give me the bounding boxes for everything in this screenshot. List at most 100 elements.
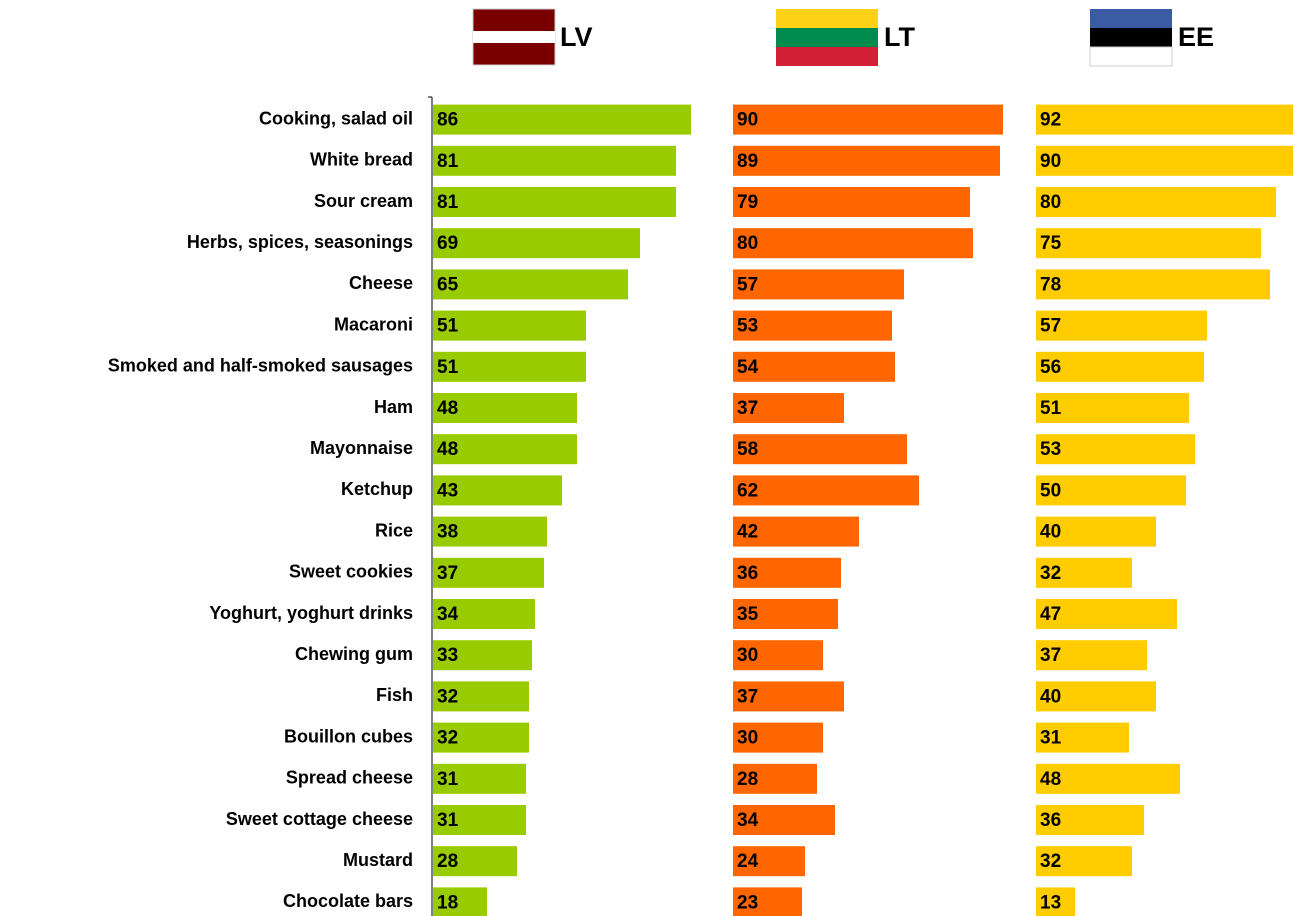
bar — [1036, 310, 1207, 341]
bar — [1036, 846, 1132, 877]
value-label: 31 — [437, 769, 459, 790]
value-label: 24 — [737, 851, 759, 872]
value-label: 53 — [737, 316, 758, 337]
value-label: 90 — [737, 110, 758, 131]
category-label: Ketchup — [341, 479, 413, 499]
category-label: White bread — [310, 150, 413, 170]
bar — [1036, 475, 1186, 506]
category-label: Yoghurt, yoghurt drinks — [209, 603, 413, 623]
value-label: 37 — [737, 686, 758, 707]
bar — [733, 228, 973, 259]
bar — [1036, 887, 1075, 916]
bar — [1036, 599, 1177, 629]
bar — [733, 722, 823, 753]
value-label: 38 — [437, 522, 458, 543]
bar — [433, 599, 535, 629]
category-label: Sour cream — [314, 191, 413, 211]
bar — [1036, 681, 1156, 712]
value-label: 65 — [437, 274, 459, 295]
bar — [433, 228, 640, 259]
bar — [1036, 393, 1189, 423]
value-label: 51 — [437, 316, 459, 337]
bar — [433, 310, 586, 341]
value-label: 34 — [437, 604, 459, 625]
bar — [1036, 434, 1195, 465]
bar — [433, 722, 529, 753]
value-label: 92 — [1040, 110, 1061, 131]
bar — [733, 475, 919, 506]
value-label: 40 — [1040, 522, 1061, 543]
bar — [433, 846, 517, 877]
bar — [733, 187, 970, 217]
bar — [733, 763, 817, 794]
bar — [433, 640, 532, 671]
value-label: 51 — [1040, 398, 1062, 419]
category-label: Mayonnaise — [310, 438, 413, 458]
value-label: 23 — [737, 892, 758, 913]
value-label: 28 — [737, 769, 758, 790]
value-label: 86 — [437, 110, 458, 131]
category-label: Spread cheese — [286, 768, 413, 788]
bar — [1036, 269, 1270, 300]
flag-lv — [472, 8, 556, 66]
category-label: Chewing gum — [295, 644, 413, 664]
bar — [1036, 805, 1144, 835]
bar — [1036, 228, 1261, 259]
value-label: 40 — [1040, 686, 1061, 707]
bar — [1036, 187, 1276, 217]
bar — [433, 145, 676, 176]
category-label: Macaroni — [334, 314, 413, 334]
bar — [433, 269, 628, 300]
value-label: 78 — [1040, 274, 1061, 295]
value-label: 80 — [737, 233, 758, 254]
value-label: 69 — [437, 233, 458, 254]
value-label: 37 — [737, 398, 758, 419]
value-label: 81 — [437, 192, 459, 213]
value-label: 13 — [1040, 892, 1061, 913]
value-label: 80 — [1040, 192, 1061, 213]
category-label: Mustard — [343, 850, 413, 870]
bar — [1036, 104, 1293, 135]
category-label: Fish — [376, 685, 413, 705]
value-label: 54 — [737, 357, 759, 378]
value-label: 57 — [737, 274, 758, 295]
category-label: Chocolate bars — [283, 891, 413, 911]
bar — [733, 681, 844, 712]
value-label: 57 — [1040, 316, 1061, 337]
bar — [733, 351, 895, 382]
bar — [433, 393, 577, 423]
legend-label: LT — [884, 22, 915, 52]
bar — [1036, 557, 1132, 588]
value-label: 56 — [1040, 357, 1061, 378]
category-label: Smoked and half-smoked sausages — [108, 356, 413, 376]
bar — [733, 516, 859, 547]
value-label: 33 — [437, 645, 458, 666]
bar — [733, 145, 1000, 176]
flag-ee — [1089, 9, 1173, 67]
value-label: 89 — [737, 151, 758, 172]
bar — [733, 599, 838, 629]
value-label: 32 — [437, 728, 458, 749]
value-label: 58 — [737, 439, 758, 460]
value-label: 30 — [737, 645, 758, 666]
bar — [433, 681, 529, 712]
bar — [433, 887, 487, 916]
value-label: 18 — [437, 892, 458, 913]
bar — [1036, 640, 1147, 671]
bar — [433, 434, 577, 465]
value-label: 32 — [437, 686, 458, 707]
value-label: 75 — [1040, 233, 1062, 254]
category-label: Bouillon cubes — [284, 726, 413, 746]
bar — [733, 104, 1003, 135]
flag-lt — [776, 9, 878, 66]
category-label: Sweet cottage cheese — [226, 809, 413, 829]
value-label: 37 — [1040, 645, 1061, 666]
bar — [433, 351, 586, 382]
bar — [733, 640, 823, 671]
value-label: 36 — [737, 563, 758, 584]
value-label: 31 — [1040, 728, 1062, 749]
bar — [433, 104, 691, 135]
bar — [733, 805, 835, 835]
value-label: 48 — [1040, 769, 1061, 790]
